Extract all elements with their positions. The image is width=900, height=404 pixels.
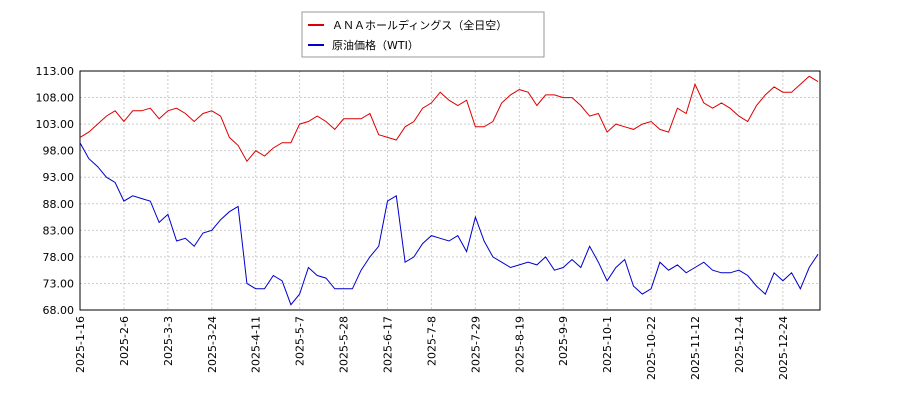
x-tick-label: 2025-10-22 bbox=[645, 316, 658, 380]
x-tick-label: 2025-11-12 bbox=[689, 316, 702, 380]
plot-frame bbox=[79, 70, 821, 311]
legend-label: ＡＮＡホールディングス（全日空） bbox=[332, 18, 507, 32]
line-series bbox=[79, 75, 819, 163]
x-tick-label: 2025-12-24 bbox=[777, 316, 790, 380]
line-series bbox=[79, 142, 819, 306]
x-tick-label: 2025-12-4 bbox=[733, 316, 746, 373]
x-tick-label: 2025-6-17 bbox=[382, 316, 395, 373]
y-tick-label: 68.00 bbox=[43, 304, 75, 317]
x-tick-label: 2025-7-29 bbox=[469, 316, 482, 373]
x-tick-label: 2025-3-3 bbox=[162, 316, 175, 366]
y-tick-label: 113.00 bbox=[36, 65, 75, 78]
x-tick-label: 2025-5-28 bbox=[338, 316, 351, 373]
x-tick-label: 2025-5-7 bbox=[294, 316, 307, 366]
x-tick-label: 2025-4-11 bbox=[250, 316, 263, 373]
x-tick-label: 2025-2-6 bbox=[118, 316, 131, 366]
y-tick-label: 73.00 bbox=[43, 277, 75, 290]
y-tick-label: 78.00 bbox=[43, 251, 75, 264]
legend-label: 原油価格（WTI） bbox=[332, 38, 419, 52]
y-tick-label: 83.00 bbox=[43, 224, 75, 237]
y-tick-label: 88.00 bbox=[43, 198, 75, 211]
x-tick-label: 2025-10-1 bbox=[601, 316, 614, 373]
y-tick-label: 98.00 bbox=[43, 145, 75, 158]
y-tick-label: 93.00 bbox=[43, 171, 75, 184]
x-tick-label: 2025-3-24 bbox=[206, 316, 219, 373]
x-tick-label: 2025-1-16 bbox=[74, 316, 87, 373]
legend-box bbox=[301, 11, 545, 58]
x-tick-label: 2025-9-9 bbox=[557, 316, 570, 366]
x-tick-label: 2025-7-8 bbox=[425, 316, 438, 366]
y-tick-label: 108.00 bbox=[36, 92, 75, 105]
x-tick-label: 2025-8-19 bbox=[513, 316, 526, 373]
y-tick-label: 103.00 bbox=[36, 118, 75, 131]
